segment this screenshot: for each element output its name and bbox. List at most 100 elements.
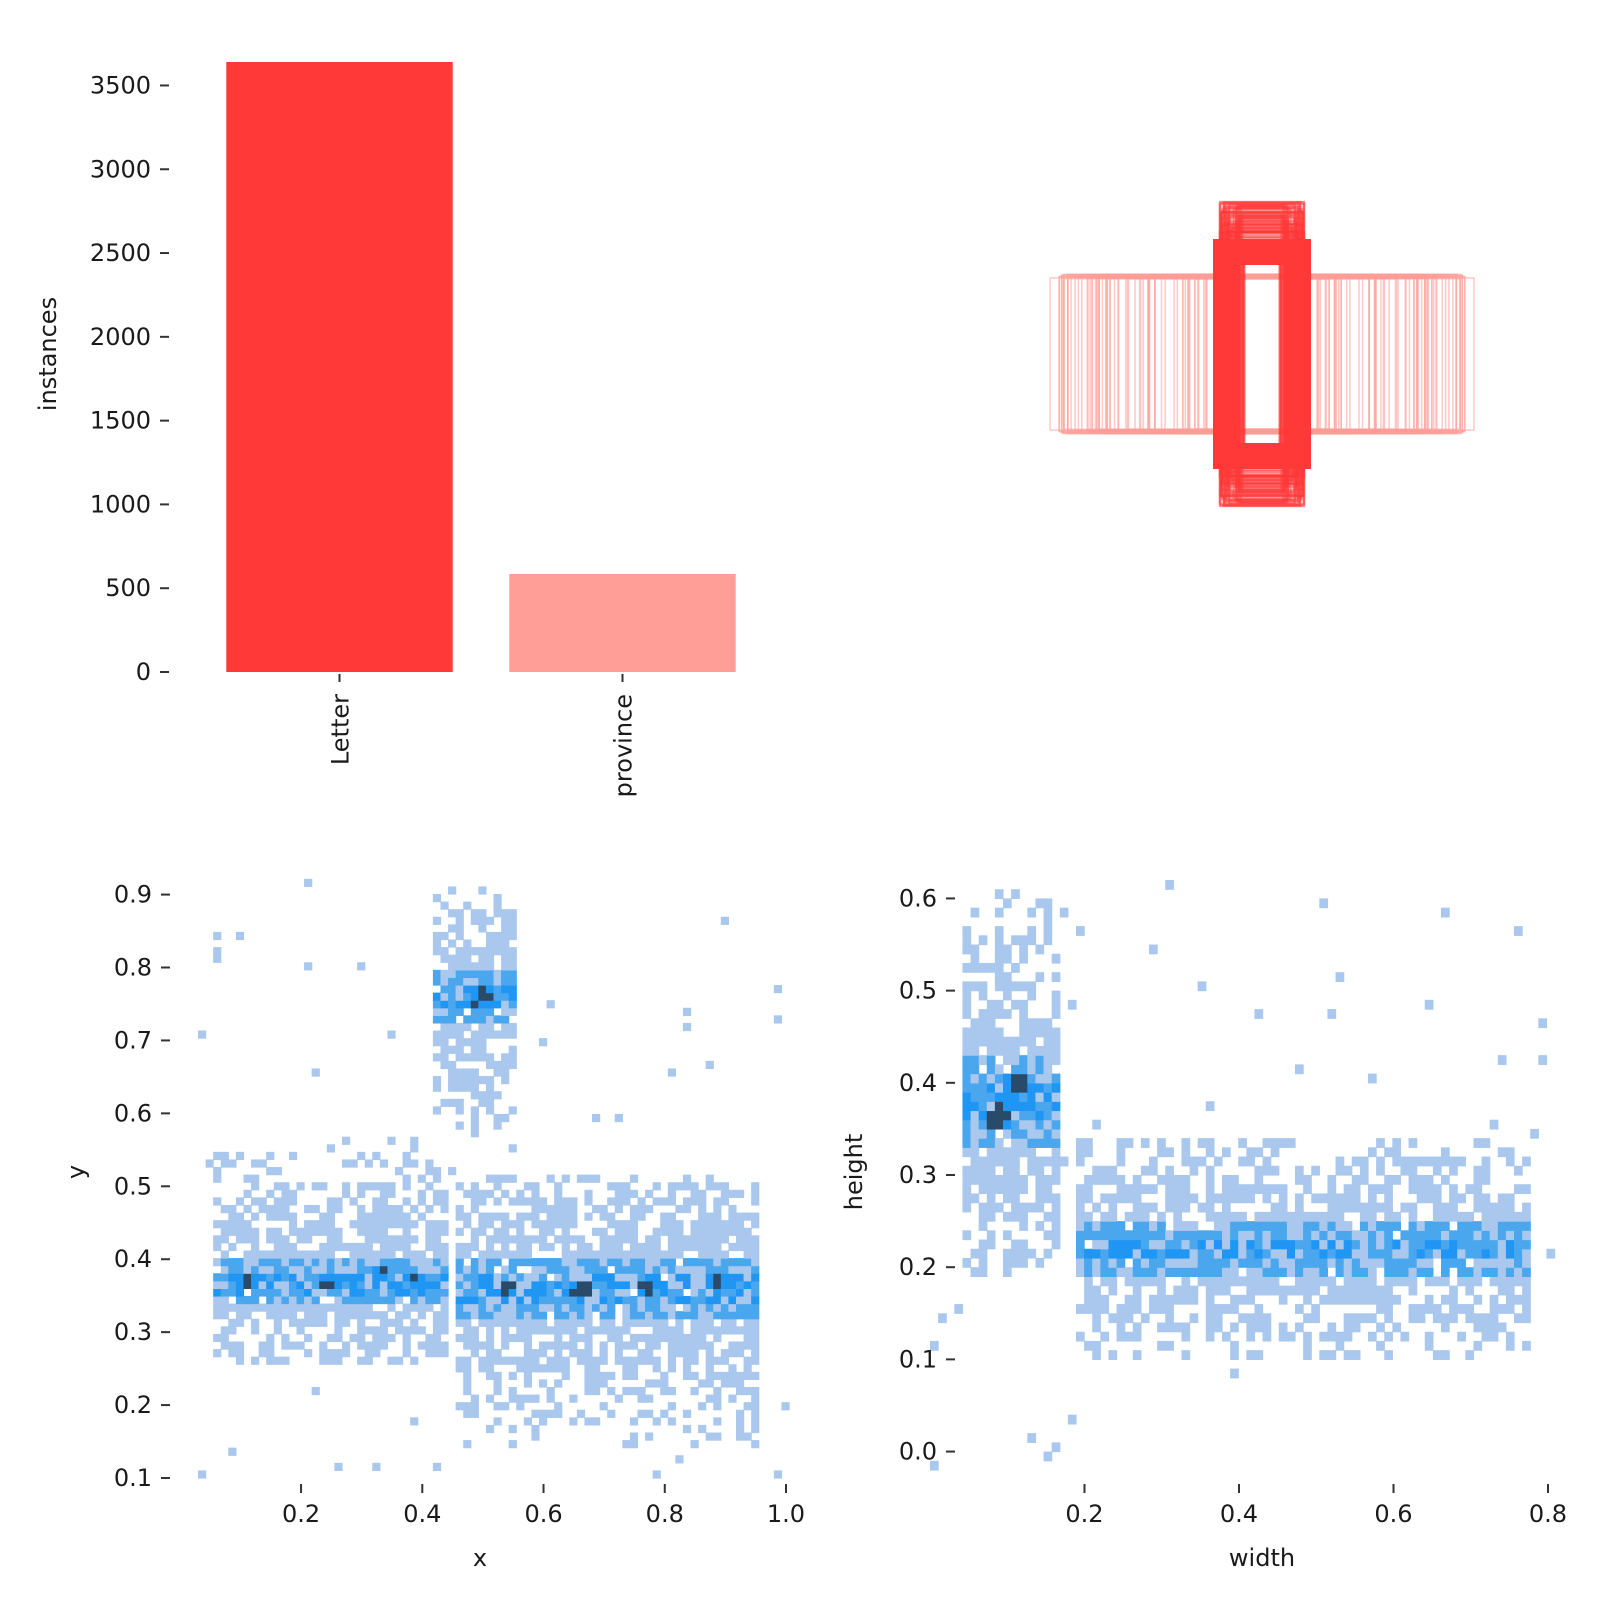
hist-cell — [258, 1303, 267, 1312]
hist-cell — [1222, 1202, 1231, 1213]
hist-cell — [682, 1409, 692, 1418]
hist-cell — [1019, 1248, 1028, 1259]
hist-cell — [728, 1189, 737, 1198]
hist-cell — [1278, 1267, 1288, 1278]
hist-cell — [1124, 1138, 1134, 1148]
hist-cell — [978, 1036, 988, 1047]
hist-cell — [682, 1174, 692, 1183]
hist-cell — [667, 1280, 676, 1289]
hist-cell — [402, 1288, 411, 1297]
hist-cell — [538, 1417, 548, 1426]
hist-cell — [455, 1007, 464, 1016]
hist-cell — [962, 944, 972, 955]
hist-cell — [1319, 1193, 1329, 1204]
hist-cell — [379, 1227, 389, 1236]
hist-cell — [576, 1288, 586, 1297]
hist-cell — [569, 1258, 578, 1267]
hist-cell — [1051, 1073, 1061, 1084]
hist-cell — [743, 1273, 752, 1282]
hist-cell — [592, 1379, 601, 1388]
hist-cell — [1059, 1156, 1069, 1167]
hist-cell — [402, 1265, 411, 1274]
hist-cell — [743, 1242, 752, 1252]
hist-cell — [341, 1159, 351, 1168]
hist-cell — [994, 972, 1004, 983]
hist-cell — [667, 1189, 676, 1198]
hist-cell — [614, 1349, 623, 1358]
hist-cell — [288, 1280, 298, 1289]
hist-cell — [357, 1204, 366, 1214]
hist-cell — [516, 1227, 525, 1236]
hist-cell — [304, 1303, 313, 1312]
hist-cell — [387, 1204, 396, 1214]
hist-cell — [319, 1265, 328, 1274]
hist-cell — [319, 1242, 328, 1252]
hist-cell — [440, 1273, 449, 1282]
hist-cell — [448, 977, 457, 986]
hist-cell — [986, 1073, 996, 1084]
hist-cell — [1165, 1304, 1174, 1314]
hist-cell — [349, 1311, 358, 1320]
hist-cell — [1108, 1202, 1118, 1213]
hist-cell — [531, 1212, 540, 1221]
hist-cell — [1116, 1239, 1126, 1250]
hist-cell — [1359, 1313, 1369, 1324]
hist-cell — [1311, 1211, 1320, 1222]
hist-cell — [1157, 1211, 1166, 1222]
hist-cell — [546, 1174, 555, 1183]
hist-cell — [1522, 1285, 1531, 1296]
hist-cell — [213, 1235, 222, 1244]
hist-cell — [970, 1156, 980, 1167]
y-tick-label: 500 — [105, 574, 151, 602]
hist-cell — [485, 1288, 495, 1297]
hist-cell — [1173, 1267, 1183, 1278]
hist-cell — [546, 1265, 555, 1274]
hist-cell — [364, 1356, 373, 1365]
hist-cell — [501, 962, 510, 971]
hist-cell — [1246, 1313, 1256, 1324]
hist-cell — [425, 1349, 434, 1358]
hist-cell — [622, 1295, 631, 1305]
hist-cell — [1449, 1211, 1458, 1222]
hist-cell — [531, 1220, 540, 1229]
hist-cell — [372, 1151, 381, 1161]
hist-cell — [1457, 1239, 1466, 1250]
hist-cell — [1181, 1248, 1191, 1259]
hist-cell — [1181, 1331, 1191, 1342]
hist-cell — [379, 1189, 389, 1198]
hist-cell — [1132, 1331, 1142, 1342]
hist-cell — [978, 1175, 988, 1185]
hist-cell — [1222, 1239, 1231, 1250]
hist-cell — [485, 992, 495, 1001]
hist-cell — [1514, 1211, 1523, 1222]
hist-cell — [372, 1280, 381, 1289]
hist-cell — [455, 1182, 464, 1191]
hist-cell — [357, 1341, 366, 1350]
hist-cell — [1376, 1294, 1385, 1305]
hist-cell — [1465, 1267, 1475, 1278]
hist-cell — [713, 1220, 722, 1229]
hist-cell — [645, 1250, 654, 1259]
hist-cell — [1319, 1350, 1329, 1360]
hist-cell — [455, 1295, 464, 1305]
hist-cell — [576, 1258, 586, 1267]
hist-cell — [614, 1258, 623, 1267]
hist-cell — [1327, 1285, 1337, 1296]
hist-cell — [1173, 1211, 1183, 1222]
hist-cell — [561, 1295, 570, 1305]
hist-cell — [1003, 1193, 1012, 1204]
hist-cell — [523, 1235, 533, 1244]
wh-y-axis: 0.00.10.20.30.40.50.6 — [899, 884, 955, 1466]
hist-cell — [1278, 1322, 1288, 1333]
hist-cell — [1165, 1165, 1174, 1176]
hist-cell — [410, 1280, 419, 1289]
hist-cell — [1262, 1313, 1272, 1324]
hist-cell — [455, 1083, 464, 1092]
hist-cell — [614, 1182, 623, 1191]
hist-cell — [531, 1394, 540, 1403]
hist-cell — [970, 907, 980, 918]
hist-cell — [1497, 1322, 1507, 1333]
hist-cell — [1181, 1193, 1191, 1204]
hist-cell — [607, 1318, 616, 1327]
box-province — [1106, 277, 1418, 431]
